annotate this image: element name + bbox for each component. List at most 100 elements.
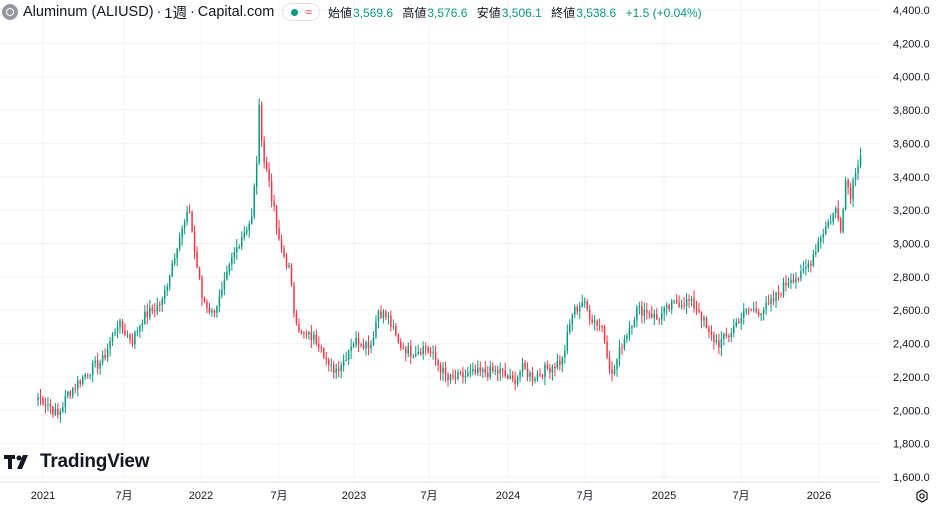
candle-body — [74, 388, 77, 390]
candle-body — [303, 332, 305, 334]
candle-body — [469, 371, 472, 373]
candle-body — [631, 326, 633, 329]
candle-body — [360, 344, 362, 346]
candle-body — [203, 297, 206, 302]
y-tick-label: 2,000.0 — [893, 405, 930, 417]
market-status-pill[interactable]: ≈ — [282, 3, 320, 21]
candle-body — [857, 165, 859, 174]
change-value: +1.5 (+0.04%) — [625, 5, 702, 20]
candle-body — [318, 344, 320, 348]
candle-body — [762, 309, 765, 314]
y-tick-label: 3,400.0 — [893, 172, 930, 184]
market-open-dot-icon — [291, 8, 299, 16]
candle-body — [524, 362, 526, 369]
candle-body — [586, 301, 588, 310]
candle-body — [295, 312, 298, 325]
candle-body — [64, 395, 67, 408]
candle-body — [641, 306, 643, 316]
candle-body — [221, 289, 223, 296]
candle-body — [365, 342, 367, 349]
title-separator: · — [156, 4, 162, 20]
candle-body — [596, 320, 598, 326]
candle-body — [633, 320, 636, 327]
candle-body — [280, 239, 283, 249]
candle-body — [690, 298, 693, 301]
candle-body — [429, 351, 432, 354]
candle-body — [288, 265, 290, 267]
high-label: 高値 — [402, 5, 427, 20]
candle-body — [335, 368, 337, 373]
candle-body — [457, 372, 459, 379]
candle-body — [693, 298, 695, 309]
candle-body — [370, 344, 372, 349]
source-label[interactable]: Capital.com — [197, 4, 275, 20]
candle-body — [807, 263, 810, 268]
candle-body — [606, 341, 608, 358]
candle-body — [67, 391, 69, 396]
candle-body — [191, 212, 193, 232]
candle-body — [626, 335, 628, 340]
candle-body — [839, 218, 842, 232]
candle-body — [163, 290, 166, 299]
candle-body — [377, 311, 380, 322]
candle-body — [350, 346, 352, 351]
candle-body — [566, 332, 569, 351]
candle-body — [268, 169, 270, 181]
candle-body — [618, 347, 621, 360]
candle-body — [636, 307, 638, 321]
candle-body — [372, 337, 375, 345]
candle-body — [186, 211, 188, 222]
candle-body — [380, 311, 382, 319]
candle-body — [775, 292, 777, 301]
candle-body — [337, 368, 340, 372]
x-tick-label: 7月 — [270, 490, 287, 502]
y-tick-label: 4,000.0 — [893, 72, 930, 84]
candle-body — [549, 368, 551, 373]
open-value: 3,569.6 — [352, 5, 394, 20]
candle-body — [218, 295, 221, 307]
candle-body — [111, 333, 114, 342]
candle-body — [723, 334, 725, 340]
candle-body — [263, 140, 265, 162]
candle-body — [531, 372, 534, 381]
candle-body — [149, 307, 151, 318]
candle-body — [136, 331, 139, 333]
candle-body — [564, 350, 566, 358]
candle-body — [847, 180, 849, 188]
candle-body — [653, 313, 656, 318]
candle-body — [715, 340, 718, 343]
candle-body — [740, 317, 743, 323]
candle-body — [648, 312, 651, 315]
candle-body — [228, 264, 231, 272]
candle-body — [49, 404, 52, 407]
candle-body — [546, 364, 549, 369]
y-tick-label: 2,600.0 — [893, 305, 930, 317]
candle-body — [539, 373, 541, 375]
candle-body — [47, 404, 49, 406]
candle-body — [101, 354, 104, 363]
candle-body — [285, 256, 288, 267]
candle-body — [782, 282, 785, 296]
candle-body — [728, 336, 730, 338]
candle-body — [683, 305, 685, 307]
x-tick-label: 7月 — [576, 490, 593, 502]
candle-body — [797, 278, 800, 280]
candle-body — [588, 309, 591, 320]
candle-body — [119, 320, 121, 328]
y-tick-label: 4,200.0 — [893, 38, 930, 50]
candle-body — [760, 313, 762, 316]
settings-gear-icon[interactable] — [915, 489, 929, 503]
candle-body — [410, 345, 412, 357]
interval-label[interactable]: 1週 — [164, 5, 187, 22]
candle-body — [255, 162, 258, 187]
candle-body — [86, 374, 89, 376]
symbol-name[interactable]: Aluminum (ALIUSD) — [23, 4, 154, 20]
tradingview-logo[interactable]: TradingView — [4, 450, 150, 474]
candle-body — [521, 362, 524, 373]
candle-body — [419, 351, 422, 355]
candle-body — [810, 263, 812, 266]
candle-body — [387, 315, 390, 318]
candle-body — [206, 301, 208, 308]
candle-body — [668, 304, 670, 310]
